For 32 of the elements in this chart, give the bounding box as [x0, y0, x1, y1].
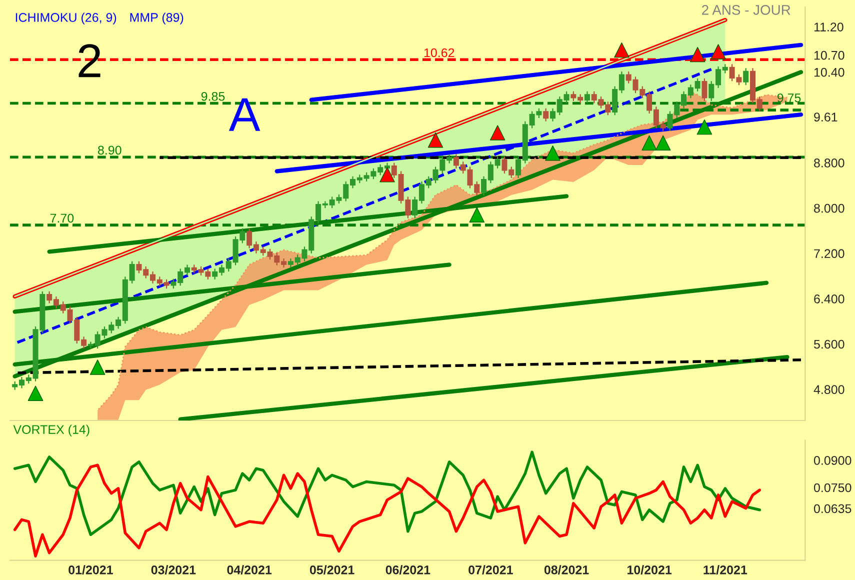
ref-line-label: 8.90 [98, 146, 122, 155]
x-tick-label: 10/2021 [627, 565, 672, 574]
y-tick-label: 6.400 [814, 294, 844, 304]
y-tick-label: 0.0635 [814, 504, 852, 514]
annotation: MMP (89) [130, 12, 184, 24]
y-tick-label: 0.0900 [814, 456, 852, 465]
ref-line-label: 10.62 [424, 48, 454, 58]
annotation: 9.75 [777, 93, 801, 102]
x-tick-label: 04/2021 [227, 565, 272, 574]
y-tick-label: 11.20 [814, 22, 844, 32]
annotation: A [228, 98, 260, 131]
annotation: ICHIMOKU (26, 9) [16, 12, 116, 24]
x-tick-label: 05/2021 [310, 565, 354, 574]
y-tick-label: 10.70 [814, 50, 844, 60]
text: VORTEX (14) [13, 424, 90, 436]
x-tick-label: 03/2021 [151, 565, 196, 574]
ref-line-label: 7.70 [50, 214, 74, 223]
y-tick-label: 8.000 [814, 204, 844, 213]
x-tick-label: 06/2021 [386, 565, 430, 574]
x-tick-label: 11/2021 [704, 565, 748, 574]
y-tick-label: 8.800 [814, 158, 844, 168]
y-tick-label: 9.61 [814, 112, 838, 122]
y-tick-label: 5.600 [814, 340, 844, 349]
x-tick-label: 07/2021 [468, 565, 513, 574]
x-tick-label: 08/2021 [544, 565, 589, 574]
y-tick-label: 7.200 [814, 249, 844, 258]
chart-title: 2 ANS - JOUR [702, 5, 790, 15]
y-tick-label: 4.800 [814, 385, 844, 394]
ref-line-label: 9.85 [201, 92, 225, 101]
x-tick-label: 01/2021 [68, 565, 113, 574]
y-tick-label: 10.40 [814, 68, 844, 77]
y-tick-label: 0.0750 [814, 483, 852, 492]
